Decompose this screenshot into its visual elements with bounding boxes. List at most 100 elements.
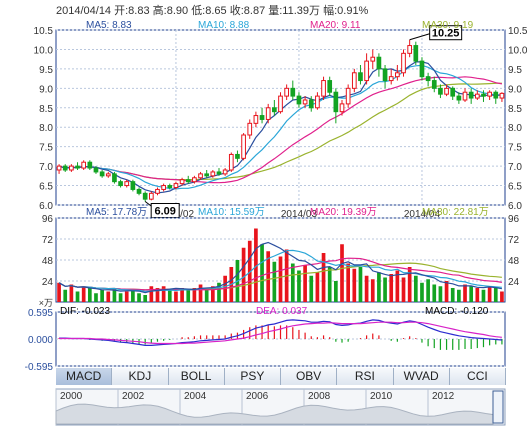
volume-bar (469, 286, 474, 302)
candle-body (136, 188, 142, 194)
volume-bar (370, 279, 375, 302)
quote-change: 幅:0.91% (323, 5, 369, 17)
high-label: 10.25 (432, 28, 460, 40)
volume-bar (444, 281, 449, 302)
volume-bar (315, 272, 320, 302)
volume-bar (303, 265, 307, 302)
candle-body (351, 72, 357, 89)
price-xtick: 2014/04 (404, 209, 441, 220)
tab-psy[interactable]: PSY (224, 368, 281, 385)
volume-ytick-left: 72 (42, 235, 54, 246)
volume-bar (100, 289, 104, 302)
macd-legend-dif: DIF: -0.023 (60, 306, 110, 317)
volume-bar (106, 291, 111, 302)
candle-body (308, 99, 314, 109)
volume-bar (131, 289, 135, 302)
indicator-tabs: MACD KDJ BOLL PSY OBV RSI WVAD CCI (56, 368, 506, 385)
volume-ytick-right: 24 (508, 277, 520, 288)
quote-high: 高:8.90 (152, 5, 189, 17)
candle-body (296, 95, 302, 105)
volume-bar (290, 263, 295, 302)
price-ytick-left: 6.5 (39, 182, 53, 193)
candle-body (419, 60, 425, 78)
candle-body (376, 56, 382, 70)
volume-legend-ma5: MA5: 17.78万 (86, 207, 147, 218)
candle-body (130, 181, 136, 190)
price-ytick-right: 6.0 (508, 201, 522, 212)
candle-body (222, 169, 228, 175)
candle-body (204, 173, 210, 177)
tab-rsi[interactable]: RSI (337, 368, 394, 385)
volume-ytick-right: 96 (508, 214, 520, 225)
volume-bar (493, 288, 498, 302)
volume-bar (149, 286, 154, 302)
candle-body (468, 91, 474, 99)
volume-bar (420, 282, 424, 302)
candle-body (395, 72, 400, 78)
tab-cci[interactable]: CCI (449, 368, 506, 385)
volume-bar (352, 268, 357, 302)
candle-body (499, 92, 505, 99)
tab-macd[interactable]: MACD (56, 368, 113, 385)
timeline-year: 2012 (432, 391, 455, 402)
candle-body (444, 87, 449, 95)
volume-bar (297, 270, 301, 302)
vol-ma5-line (58, 241, 503, 294)
volume-bar (266, 251, 271, 302)
candle-body (333, 91, 339, 113)
volume-bar (450, 288, 455, 302)
candle-body (456, 95, 462, 101)
volume-ytick-left: 96 (42, 214, 54, 225)
volume-bar (94, 293, 98, 302)
candle-body (62, 165, 68, 171)
candle-body (124, 181, 130, 187)
quote-date: 2014/04/14 (56, 5, 112, 17)
candle-body (450, 87, 456, 97)
macd-legend-macd: MACD: -0.120 (425, 306, 489, 317)
volume-bar (272, 261, 277, 302)
quote-summary: 2014/04/14 开:8.83 高:8.90 低:8.65 收:8.87 量… (56, 2, 368, 18)
volume-bar (395, 270, 400, 302)
volume-ytick-right: 72 (508, 235, 520, 246)
timeline-year: 2004 (184, 391, 207, 402)
candle-body (173, 183, 179, 189)
volume-bar (204, 289, 209, 302)
volume-bar (241, 247, 246, 302)
candle-body (401, 52, 406, 74)
ma10-line (58, 64, 502, 190)
tab-boll[interactable]: BOLL (168, 368, 225, 385)
volume-legend-ma20: MA20: 19.39万 (310, 207, 377, 218)
price-ytick-left: 7.0 (39, 162, 53, 173)
macd-ytick: -0.595 (25, 362, 54, 373)
candle-body (284, 87, 289, 97)
tab-wvad[interactable]: WVAD (393, 368, 450, 385)
price-xtick: 2014/03 (281, 209, 318, 220)
candle-body (81, 161, 87, 169)
volume-bar (57, 282, 61, 302)
price-ytick-left: 10.0 (34, 45, 54, 56)
volume-bar (346, 263, 351, 302)
candle-body (382, 68, 388, 82)
timeline-year: 2010 (370, 391, 393, 402)
macd-ytick: 0.595 (28, 308, 53, 319)
price-ytick-right: 8.5 (508, 104, 522, 115)
tab-obv[interactable]: OBV (281, 368, 338, 385)
volume-bar (180, 288, 184, 302)
candle-body (302, 99, 308, 105)
candle-body (438, 87, 443, 95)
volume-bar (112, 288, 117, 302)
volume-bar (364, 275, 369, 302)
candle-body (142, 192, 148, 200)
candle-body (259, 115, 265, 120)
volume-bar (438, 286, 443, 302)
volume-bar (118, 293, 123, 302)
candle-body (105, 173, 111, 177)
tab-kdj[interactable]: KDJ (112, 368, 169, 385)
dea-line (59, 321, 502, 345)
low-label: 6.09 (154, 206, 175, 218)
price-ytick-left: 9.0 (39, 84, 53, 95)
volume-ytick-right: 48 (508, 256, 520, 267)
candle-body (345, 87, 351, 105)
volume-bar (186, 289, 191, 302)
